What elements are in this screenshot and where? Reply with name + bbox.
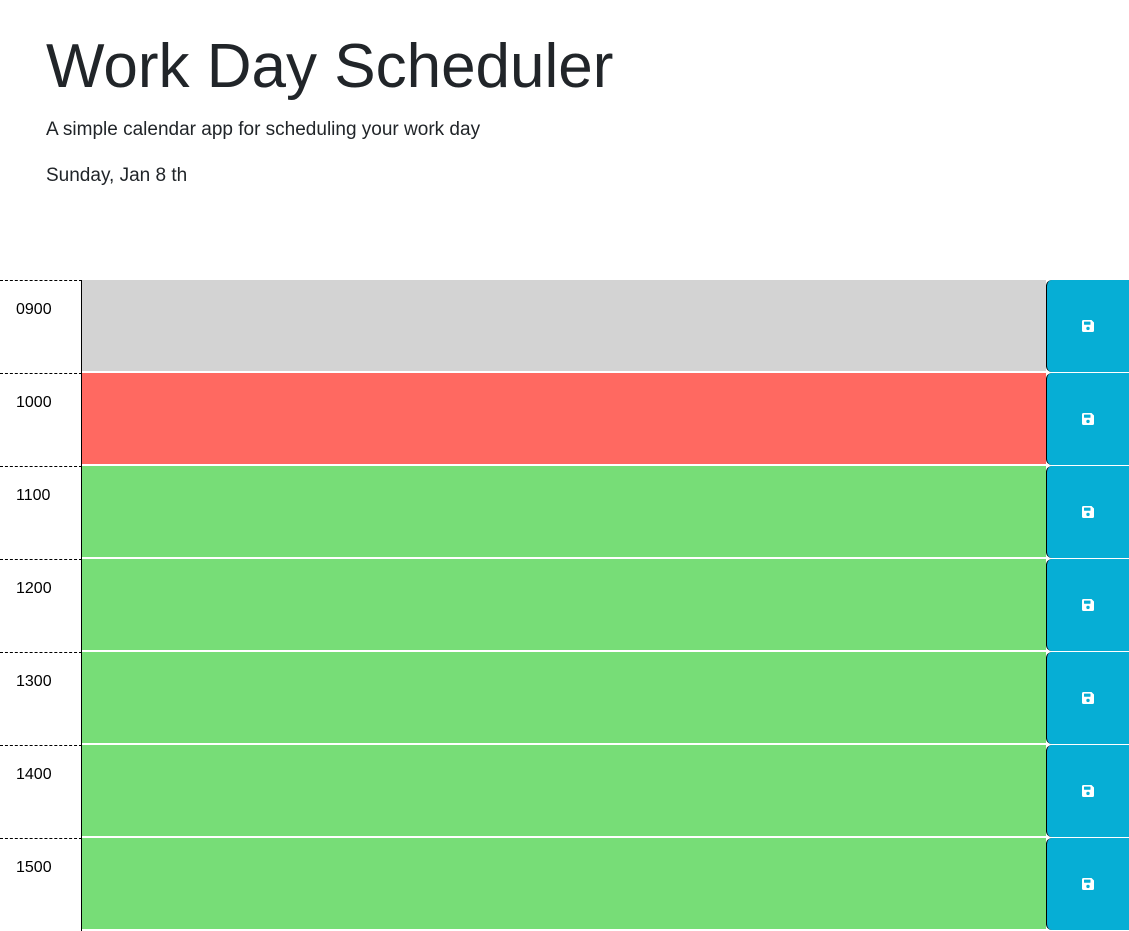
hour-cell: 1400	[0, 745, 82, 838]
time-block-row: 1500	[0, 838, 1129, 931]
event-description-input[interactable]	[82, 280, 1046, 372]
hour-label: 0900	[16, 301, 52, 318]
hour-label: 1100	[16, 487, 51, 504]
save-icon	[1082, 599, 1094, 611]
hour-cell: 1300	[0, 652, 82, 745]
save-icon	[1082, 320, 1094, 332]
time-block-row: 1000	[0, 373, 1129, 466]
hour-label: 1200	[16, 580, 52, 597]
page-subtitle: A simple calendar app for scheduling you…	[46, 119, 481, 140]
hour-cell: 1000	[0, 373, 82, 466]
page-title: Work Day Scheduler	[46, 32, 614, 101]
hour-cell: 1100	[0, 466, 82, 559]
save-button[interactable]	[1046, 745, 1129, 837]
time-block-row: 0900	[0, 280, 1129, 373]
hour-label: 1400	[16, 766, 52, 783]
event-description-input[interactable]	[82, 745, 1046, 837]
save-button[interactable]	[1046, 373, 1129, 465]
hour-label: 1300	[16, 673, 52, 690]
time-block-list: 0900 1000 1100	[0, 280, 1129, 931]
hour-cell: 0900	[0, 280, 82, 373]
event-description-input[interactable]	[82, 373, 1046, 465]
save-button[interactable]	[1046, 652, 1129, 744]
time-block-row: 1300	[0, 652, 1129, 745]
event-description-input[interactable]	[82, 838, 1046, 930]
save-icon	[1082, 878, 1094, 890]
current-day: Sunday, Jan 8 th	[46, 165, 188, 186]
save-button[interactable]	[1046, 466, 1129, 558]
event-description-input[interactable]	[82, 466, 1046, 558]
hour-label: 1000	[16, 394, 52, 411]
save-icon	[1082, 785, 1094, 797]
hour-cell: 1500	[0, 838, 82, 931]
save-button[interactable]	[1046, 838, 1129, 930]
time-block-row: 1100	[0, 466, 1129, 559]
hour-label: 1500	[16, 859, 52, 876]
jumbotron-header: Work Day Scheduler A simple calendar app…	[0, 0, 1129, 280]
time-block-row: 1400	[0, 745, 1129, 838]
save-icon	[1082, 506, 1094, 518]
event-description-input[interactable]	[82, 652, 1046, 744]
save-button[interactable]	[1046, 280, 1129, 372]
hour-cell: 1200	[0, 559, 82, 652]
save-button[interactable]	[1046, 559, 1129, 651]
save-icon	[1082, 692, 1094, 704]
time-block-row: 1200	[0, 559, 1129, 652]
save-icon	[1082, 413, 1094, 425]
event-description-input[interactable]	[82, 559, 1046, 651]
